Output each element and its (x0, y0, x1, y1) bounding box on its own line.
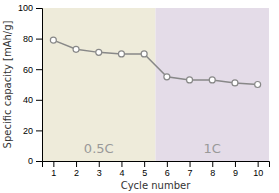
tick-label: 7 (188, 168, 193, 178)
y-axis: 0 20 40 60 80 100 (18, 3, 43, 166)
y-axis-line (36, 9, 43, 162)
point (255, 82, 261, 88)
tick-mark (36, 100, 42, 101)
tick-mark (76, 161, 77, 167)
tick-mark (36, 39, 42, 40)
tick: 2 (74, 161, 79, 178)
point (232, 80, 238, 86)
tick: 100 (18, 3, 42, 13)
tick-mark (212, 161, 213, 167)
point (141, 51, 147, 57)
point (50, 37, 56, 43)
x-axis: 1 2 3 4 5 6 7 8 9 10 (43, 161, 270, 178)
tick: 20 (23, 126, 42, 136)
point (96, 49, 102, 55)
tick: 7 (188, 161, 193, 178)
region-label: 0.5C (84, 141, 114, 156)
tick-mark (190, 161, 191, 167)
tick: 5 (142, 161, 147, 178)
line (53, 40, 257, 84)
tick: 10 (253, 161, 263, 178)
tick-mark (235, 161, 236, 167)
point (118, 51, 124, 57)
tick-mark (99, 161, 100, 167)
chart: 0.5C1C12345678910020406080100Cycle numbe… (0, 0, 279, 193)
tick-label: 100 (18, 3, 33, 13)
tick-mark (121, 161, 122, 167)
tick-mark (36, 130, 42, 131)
tick: 80 (23, 34, 42, 44)
tick: 60 (23, 65, 42, 75)
plot: 0.5C1C12345678910020406080100 (18, 3, 270, 178)
tick-mark (36, 161, 42, 162)
tick-mark (144, 161, 145, 167)
x-axis-line (43, 162, 270, 168)
tick: 6 (165, 161, 170, 178)
tick: 40 (23, 95, 42, 105)
tick-label: 80 (23, 34, 33, 44)
x-axis-title: Cycle number (121, 180, 191, 191)
point (209, 77, 215, 83)
tick-label: 5 (142, 168, 147, 178)
tick-label: 6 (165, 168, 170, 178)
tick-label: 2 (74, 168, 79, 178)
point (187, 77, 193, 83)
tick: 1 (51, 161, 56, 178)
tick-label: 9 (233, 168, 238, 178)
tick-mark (53, 161, 54, 167)
tick-label: 0 (28, 156, 33, 166)
region-label: 1C (204, 141, 221, 156)
tick-label: 4 (119, 168, 124, 178)
tick-mark (167, 161, 168, 167)
tick-mark (36, 69, 42, 70)
tick: 3 (97, 161, 102, 178)
tick: 4 (119, 161, 124, 178)
point (164, 74, 170, 80)
tick: 9 (233, 161, 238, 178)
tick: 8 (210, 161, 215, 178)
tick: 0 (28, 156, 42, 166)
tick-mark (36, 8, 42, 9)
point (73, 46, 79, 52)
region-band (42, 8, 156, 161)
data-area (42, 8, 269, 161)
tick-label: 8 (210, 168, 215, 178)
tick-label: 20 (23, 126, 33, 136)
tick-label: 3 (97, 168, 102, 178)
tick-mark (258, 161, 259, 167)
y-axis-title: Specific capacity [mAh/g] (2, 20, 13, 148)
tick-label: 40 (23, 95, 33, 105)
tick-label: 10 (253, 168, 263, 178)
tick-label: 60 (23, 65, 33, 75)
tick-label: 1 (51, 168, 56, 178)
